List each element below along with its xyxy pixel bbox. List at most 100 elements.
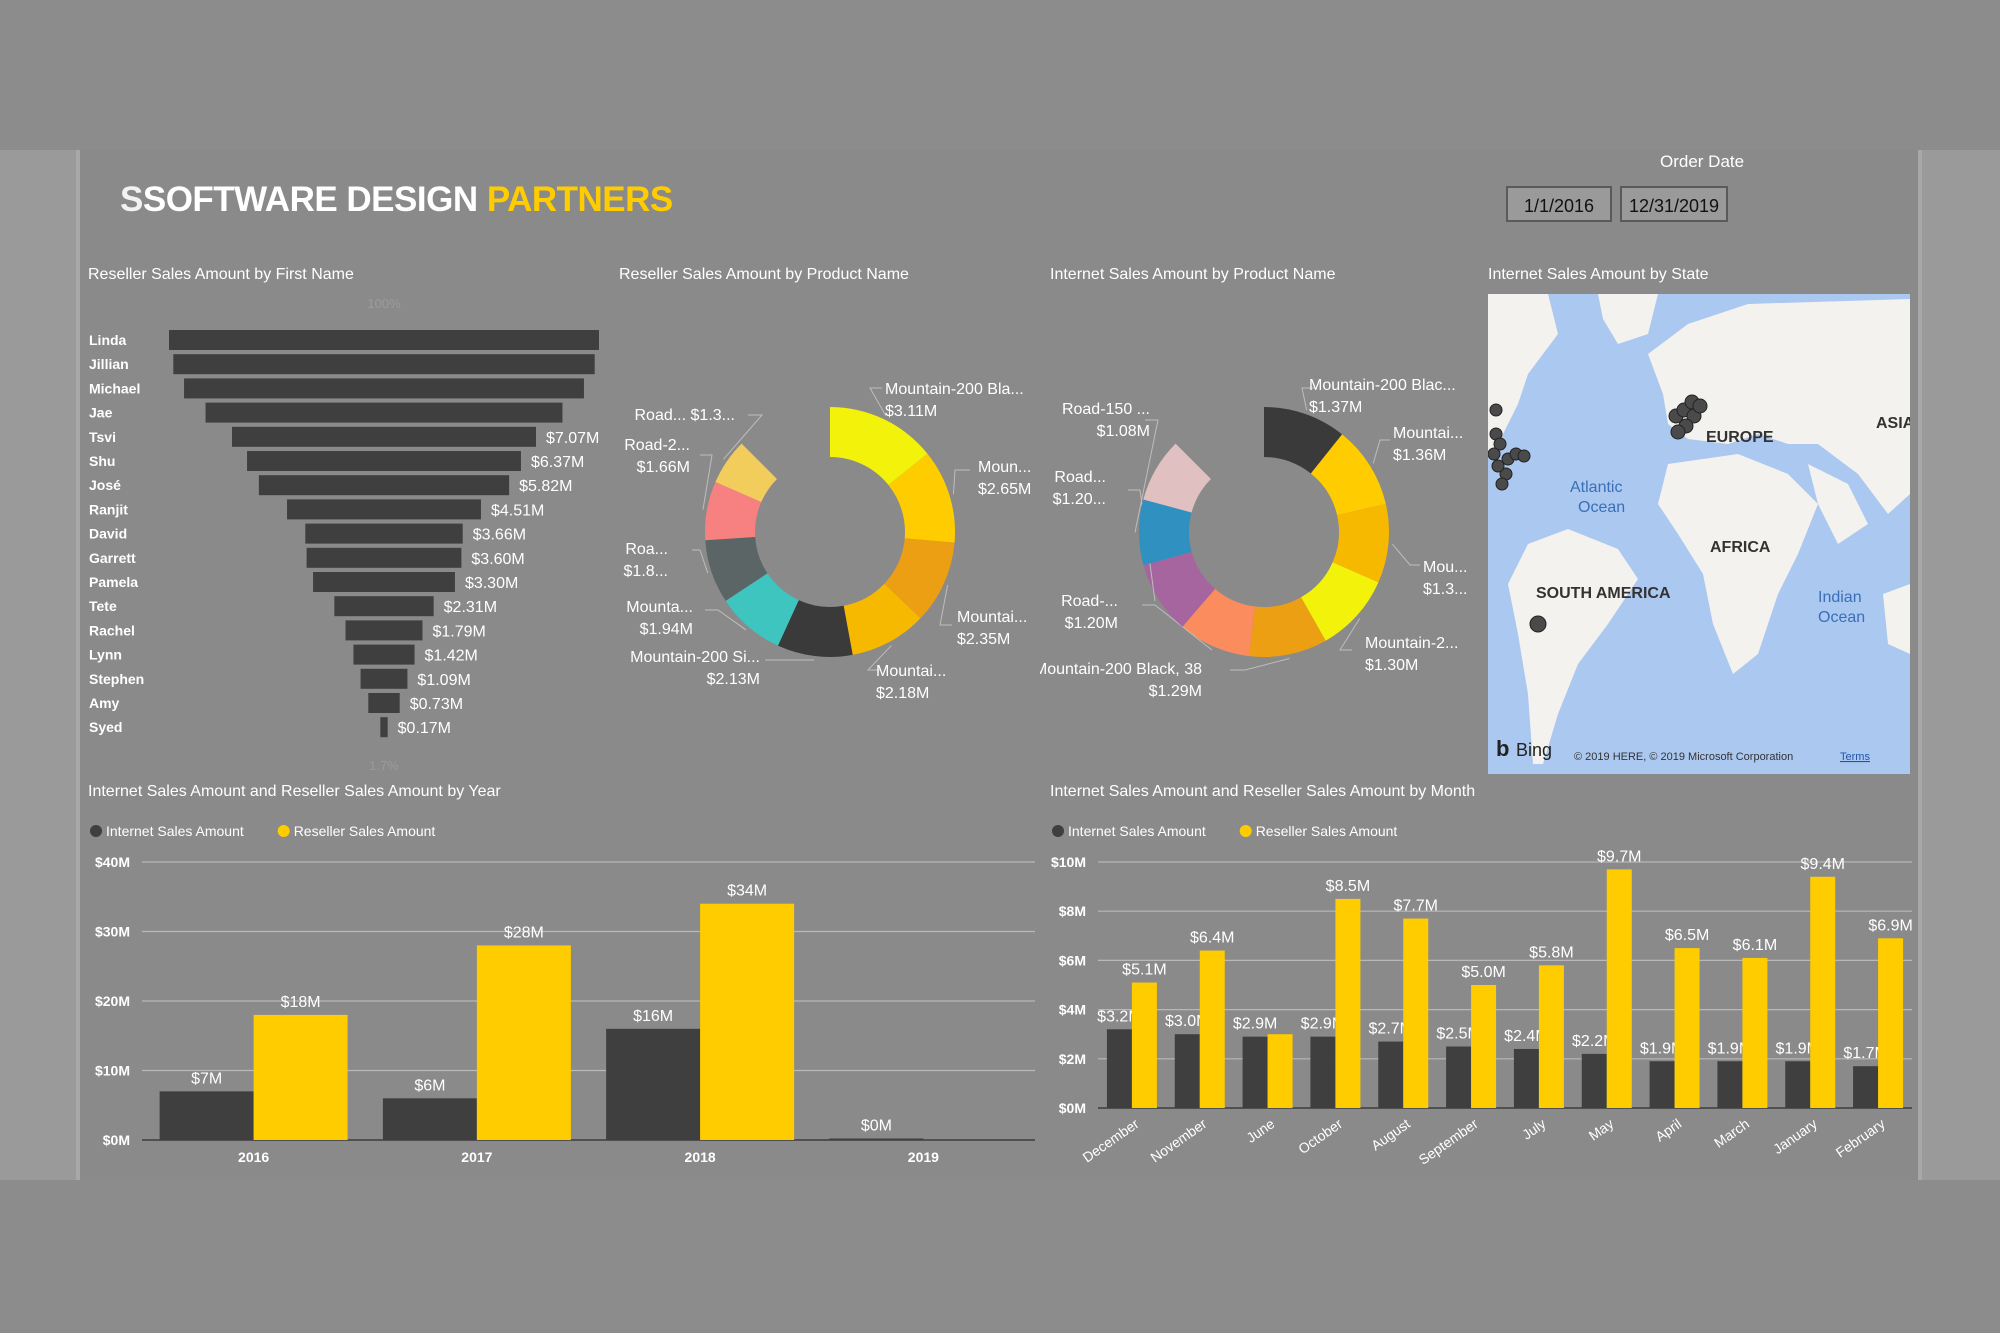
sales-markers (1488, 394, 1708, 633)
map-title: Internet Sales Amount by State (1488, 266, 1709, 283)
right-panel-edge[interactable] (1918, 150, 2000, 1180)
start-date-input[interactable]: 1/1/2016 (1506, 186, 1612, 222)
funnel-bar (287, 499, 481, 520)
funnel-bar (380, 717, 388, 738)
donut-leader-line (1134, 419, 1159, 533)
donut-slice (705, 536, 768, 601)
bar (1581, 1053, 1607, 1108)
donut-leader-line (1372, 439, 1390, 464)
funnel-data-label: $4.51M (491, 502, 544, 519)
bar-data-label: $6M (414, 1077, 445, 1094)
bar-data-label: $8.5M (1326, 878, 1370, 895)
funnel-bottom-pct: 1.7% (369, 758, 399, 773)
map-terms-link[interactable]: Terms (1840, 751, 1870, 763)
bar-data-label: $3.2M (1097, 1008, 1141, 1025)
donut-leader-line (952, 469, 970, 495)
funnel-bar (247, 451, 521, 471)
world-map[interactable]: EUROPE ASIA AFRICA SOUTH AMERICA Atlanti… (1488, 294, 1910, 774)
australia-shape (1883, 584, 1910, 654)
company-logo: SSOFTWARE DESIGN PARTNERS (120, 180, 673, 219)
bar (253, 1014, 348, 1140)
funnel-top-pct: 100% (367, 296, 401, 311)
funnel-data-label: $7.07M (546, 430, 599, 447)
funnel-category-label: Linda (89, 332, 127, 348)
bar-data-label: $34M (727, 883, 767, 900)
africa-shape (1658, 454, 1818, 674)
left-panel-edge[interactable] (0, 150, 80, 1180)
donut-slice-value: $1.30M (1365, 657, 1418, 674)
donut-slice-name: Mounta... (626, 599, 693, 616)
bar (1335, 898, 1361, 1108)
x-tick-label: September (1416, 1115, 1482, 1168)
bar-data-label: $16M (633, 1008, 673, 1025)
donut-slice (1139, 499, 1192, 566)
bar (1513, 1048, 1539, 1108)
bing-logo-icon: b (1496, 736, 1509, 761)
donut-slice (1249, 597, 1326, 657)
end-date-input[interactable]: 12/31/2019 (1620, 186, 1728, 222)
x-tick-label: January (1770, 1115, 1820, 1157)
bar-data-label: $2.9M (1301, 1016, 1345, 1033)
donut-slice-name: Mountain-200 Si... (630, 649, 760, 666)
funnel-category-label: Amy (89, 695, 120, 711)
bar-data-label: $6.1M (1733, 937, 1777, 954)
reseller-donut-chart[interactable]: Mountain-200 Bla... $3.11M Moun... $2.65M Mo… (600, 360, 1060, 710)
funnel-category-label: Tsvi (89, 429, 116, 445)
bar-data-label: $6.9M (1868, 917, 1912, 934)
donut-leader-line (869, 387, 887, 416)
legend-marker (1239, 825, 1252, 837)
donut-leader-line (723, 414, 764, 460)
month-bar-chart[interactable]: Internet Sales Amount Reseller Sales Amou… (1040, 812, 1920, 1182)
year-bar-chart[interactable]: Internet Sales Amount Reseller Sales Amou… (80, 812, 1040, 1172)
funnel-data-label: $0.73M (410, 696, 463, 713)
donut-slice-name: Mountai... (957, 609, 1027, 626)
y-tick-label: $8M (1059, 903, 1086, 919)
donut-leader-line (1301, 387, 1314, 411)
funnel-data-label: $2.31M (444, 599, 497, 616)
donut-slice-value: $1.8... (624, 563, 668, 580)
donut-slice (1300, 562, 1379, 641)
donut-slice-value: $1.36M (1393, 447, 1446, 464)
bar-data-label: $2.2M (1572, 1033, 1616, 1050)
donut-slice-name: Road... $1.3... (634, 407, 735, 424)
bar (1606, 869, 1632, 1108)
bar-data-label: $1.7M (1843, 1045, 1887, 1062)
donut-slice (1264, 407, 1343, 474)
donut-leader-line (1392, 543, 1420, 566)
map-label-south-america: SOUTH AMERICA (1536, 585, 1671, 602)
donut-slice-value: $2.13M (707, 671, 760, 688)
donut-slice-name: Road... (1054, 469, 1106, 486)
map-label-indian-ocean: Ocean (1818, 609, 1865, 626)
map-label-asia: ASIA (1876, 415, 1910, 432)
funnel-bar (184, 378, 584, 399)
x-tick-label: 2017 (461, 1149, 492, 1165)
donut-slice (777, 600, 853, 657)
funnel-bar (173, 354, 595, 375)
logo-mark-icon: S (120, 180, 143, 219)
funnel-data-label: $1.79M (432, 623, 485, 640)
internet-donut-title: Internet Sales Amount by Product Name (1050, 266, 1336, 283)
legend-marker (90, 825, 102, 837)
bar-data-label: $9.7M (1597, 848, 1641, 865)
x-tick-label: November (1147, 1115, 1209, 1165)
bar (1853, 1066, 1879, 1108)
internet-donut-chart[interactable]: Mountain-200 Blac... $1.37M Mountai... $1.3… (1040, 360, 1490, 710)
x-tick-label: December (1080, 1115, 1142, 1165)
y-tick-label: $40M (95, 854, 130, 870)
bar-data-label: $2.9M (1233, 1016, 1277, 1033)
legend-marker (1052, 825, 1064, 837)
bar (1878, 938, 1904, 1108)
legend-label: Reseller Sales Amount (294, 823, 436, 839)
bar-data-label: $9.4M (1801, 856, 1845, 873)
donut-slice-value: $1.08M (1097, 423, 1150, 440)
funnel-category-label: Ranjit (89, 501, 128, 517)
x-tick-label: 2019 (908, 1149, 939, 1165)
funnel-bar (205, 402, 563, 423)
donut-slice-value: $2.35M (957, 631, 1010, 648)
donut-slice-name: Road-2... (624, 437, 690, 454)
bar (1810, 876, 1836, 1108)
funnel-category-label: José (89, 477, 121, 493)
legend-label: Reseller Sales Amount (1256, 823, 1398, 839)
donut-slice (888, 453, 955, 543)
funnel-chart[interactable]: 100% Linda Jillian Michael Jae Tsvi $7.07M Shu $… (80, 290, 620, 780)
